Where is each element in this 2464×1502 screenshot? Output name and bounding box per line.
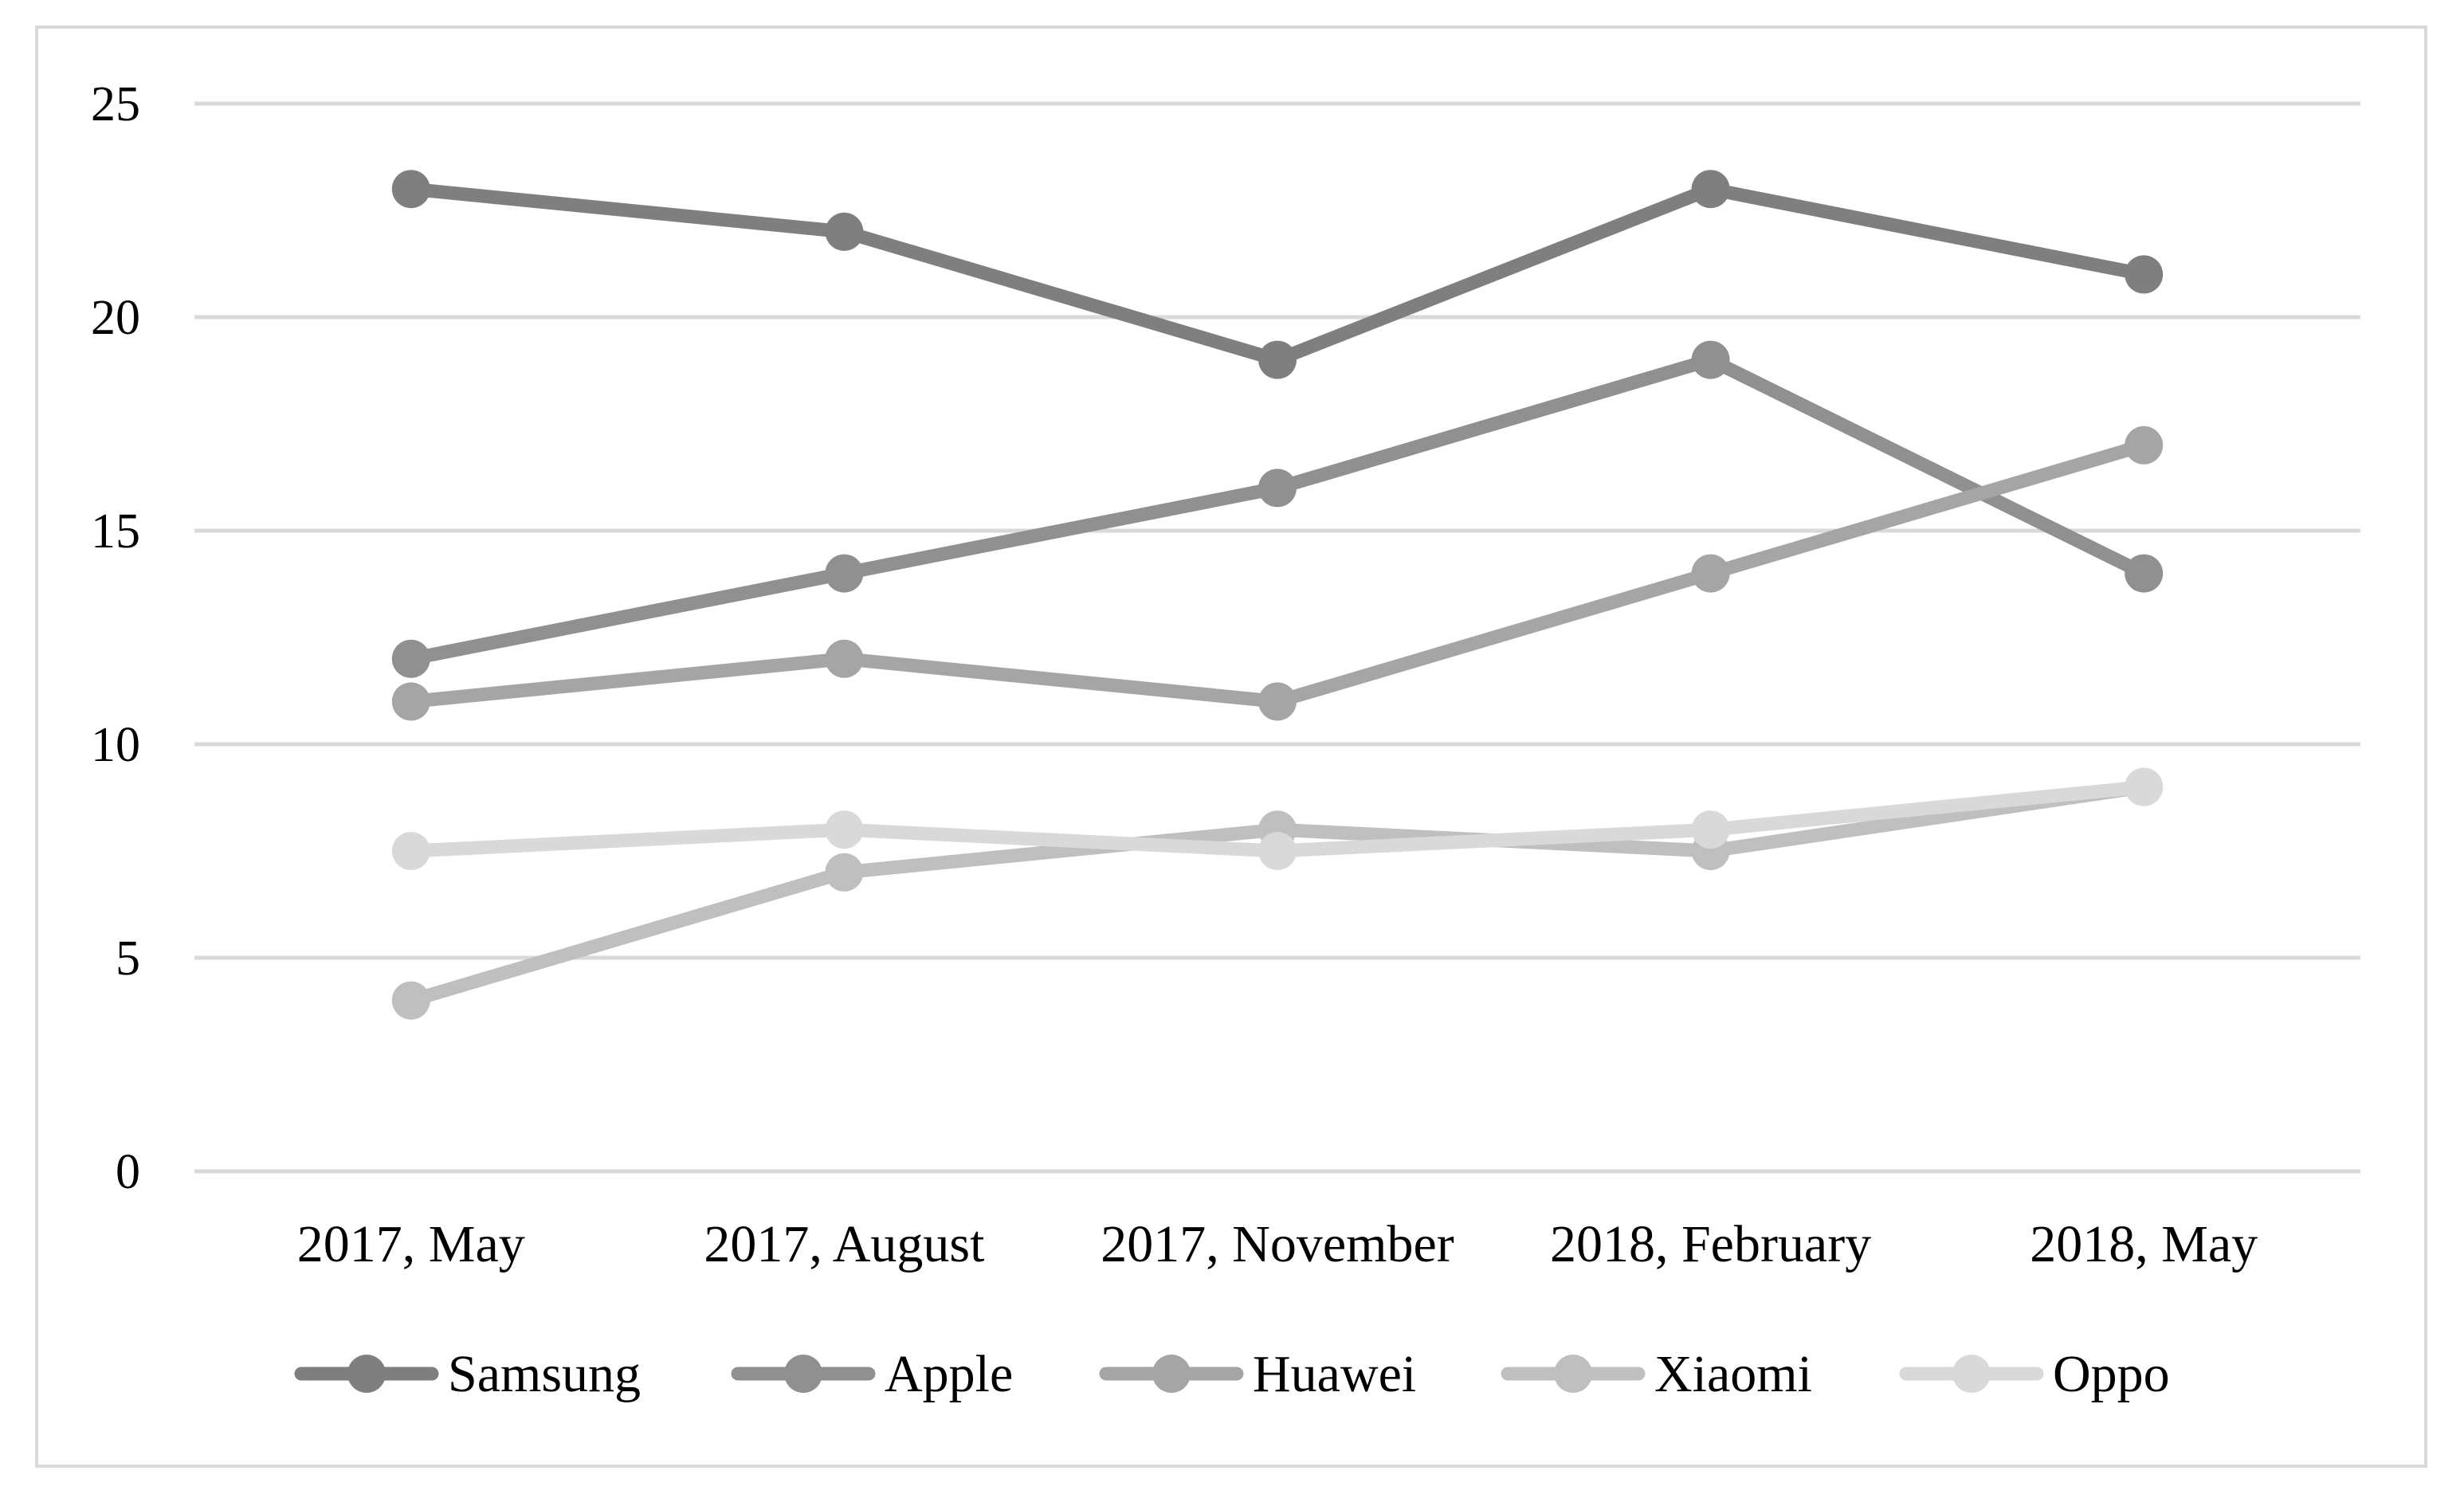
x-axis-tick-labels: 2017, May 2017, August 2017, November 2018,…: [297, 1215, 2258, 1273]
y-tick-label: 15: [91, 504, 140, 559]
x-tick-label: 2017, November: [1101, 1215, 1454, 1273]
y-tick-label: 0: [116, 1145, 140, 1199]
y-tick-label: 25: [91, 77, 140, 131]
data-point-oppo: [2125, 767, 2164, 806]
data-point-apple: [391, 639, 430, 678]
data-point-samsung: [825, 212, 864, 251]
data-point-huawei: [1258, 682, 1297, 721]
data-point-huawei: [825, 639, 864, 678]
legend: Samsung Apple Huawei Xiaomi Oppo: [294, 1345, 2170, 1403]
legend-label: Oppo: [2053, 1345, 2170, 1403]
legend-label: Xiaomi: [1654, 1345, 1812, 1403]
data-point-oppo: [1691, 810, 1730, 849]
data-point-samsung: [1691, 170, 1730, 209]
series-points: [391, 170, 2164, 1020]
y-tick-label: 20: [91, 291, 140, 345]
data-point-huawei: [391, 682, 430, 721]
data-point-samsung: [391, 170, 430, 209]
legend-swatch-marker: [1152, 1355, 1191, 1393]
data-point-huawei: [1691, 554, 1730, 593]
legend-swatch-marker: [784, 1355, 822, 1393]
legend-item-huawei: Huawei: [1099, 1345, 1416, 1403]
legend-label: Samsung: [448, 1345, 641, 1403]
legend-item-oppo: Oppo: [1899, 1345, 2170, 1403]
data-point-apple: [825, 554, 864, 593]
y-tick-label: 5: [116, 931, 140, 986]
data-point-xiaomi: [391, 981, 430, 1020]
data-point-apple: [2125, 554, 2164, 593]
legend-item-samsung: Samsung: [294, 1345, 641, 1403]
x-tick-label: 2017, August: [704, 1215, 984, 1273]
data-point-samsung: [2125, 255, 2164, 294]
y-tick-label: 10: [91, 718, 140, 772]
data-point-samsung: [1258, 340, 1297, 379]
x-tick-label: 2018, February: [1550, 1215, 1871, 1273]
x-tick-label: 2018, May: [2030, 1215, 2258, 1273]
data-point-oppo: [391, 832, 430, 870]
y-axis-tick-labels: 0 5 10 15 20 25: [91, 77, 140, 1199]
legend-item-xiaomi: Xiaomi: [1501, 1345, 1812, 1403]
legend-swatch-marker: [347, 1355, 386, 1393]
data-point-apple: [1691, 340, 1730, 379]
chart-frame: [35, 25, 2427, 1468]
legend-item-apple: Apple: [731, 1345, 1013, 1403]
data-point-oppo: [1258, 832, 1297, 870]
data-point-apple: [1258, 469, 1297, 508]
legend-swatch-marker: [1952, 1355, 1991, 1393]
data-point-huawei: [2125, 426, 2164, 465]
data-point-xiaomi: [825, 853, 864, 892]
legend-label: Huawei: [1253, 1345, 1416, 1403]
x-tick-label: 2017, May: [297, 1215, 525, 1273]
legend-label: Apple: [885, 1345, 1013, 1403]
legend-swatch-marker: [1554, 1355, 1592, 1393]
data-point-oppo: [825, 810, 864, 849]
